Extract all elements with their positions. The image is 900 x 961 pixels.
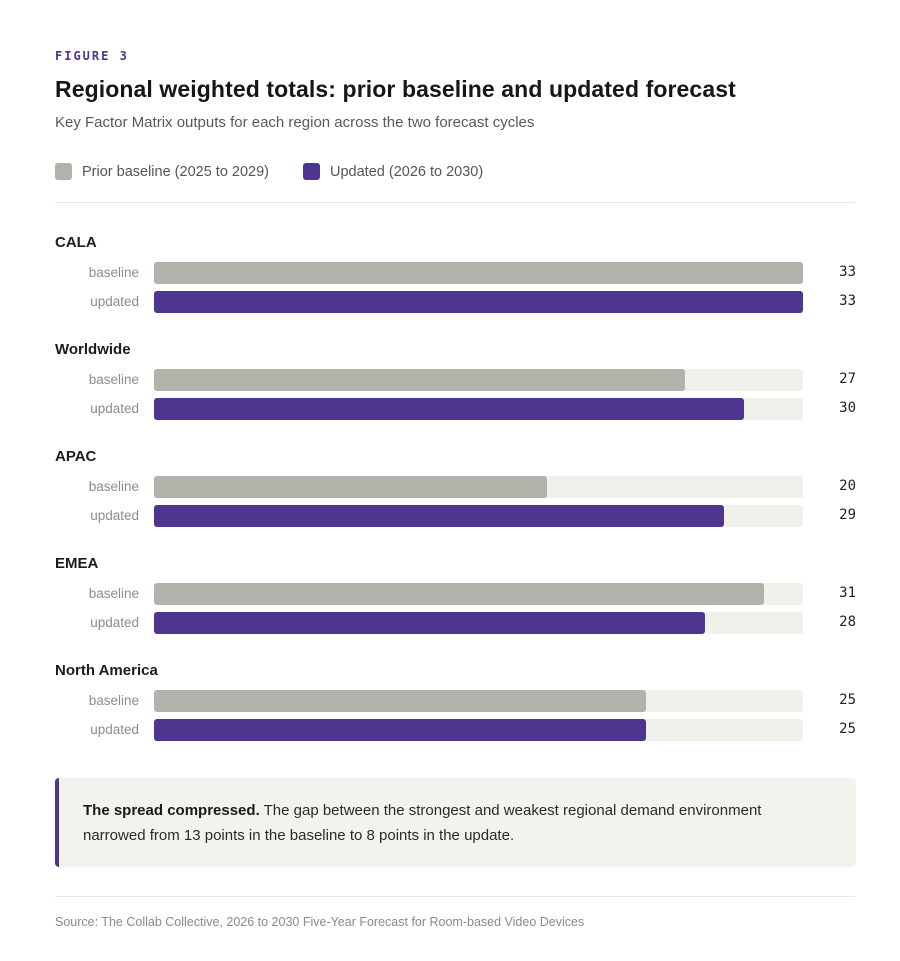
bar-worldwide-baseline: [154, 369, 685, 391]
bar-track: [154, 505, 803, 527]
region-label-worldwide: Worldwide: [55, 341, 131, 358]
bar-cala-updated: [154, 291, 803, 313]
value-label-north-america-baseline: 25: [839, 692, 856, 708]
value-label-worldwide-updated: 30: [839, 400, 856, 416]
value-label-emea-updated: 28: [839, 614, 856, 630]
value-label-north-america-updated: 25: [839, 721, 856, 737]
bar-track: [154, 398, 803, 420]
bar-emea-baseline: [154, 583, 764, 605]
bar-track: [154, 262, 803, 284]
row-label-baseline: baseline: [88, 372, 139, 387]
row-label-updated: updated: [90, 294, 139, 309]
callout: The spread compressed. The gap between t…: [55, 778, 856, 867]
bar-track: [154, 476, 803, 498]
row-label-updated: updated: [90, 508, 139, 523]
bar-apac-updated: [154, 505, 724, 527]
row-label-baseline: baseline: [88, 586, 139, 601]
row-label-baseline: baseline: [88, 693, 139, 708]
bar-north-america-updated: [154, 719, 646, 741]
chart-subtitle: Key Factor Matrix outputs for each regio…: [55, 114, 535, 131]
region-label-apac: APAC: [55, 448, 97, 465]
legend-label-updated: Updated (2026 to 2030): [330, 163, 484, 180]
legend: Prior baseline (2025 to 2029) Updated (2…: [55, 163, 517, 180]
figure-label: FIGURE 3: [55, 49, 129, 63]
legend-label-baseline: Prior baseline (2025 to 2029): [82, 163, 270, 180]
legend-swatch-baseline: [55, 163, 72, 180]
source-note: Source: The Collab Collective, 2026 to 2…: [55, 915, 585, 929]
row-label-updated: updated: [90, 722, 139, 737]
value-label-worldwide-baseline: 27: [839, 371, 856, 387]
divider: [55, 896, 855, 897]
value-label-emea-baseline: 31: [839, 585, 856, 601]
bar-track: [154, 369, 803, 391]
bar-cala-baseline: [154, 262, 803, 284]
bar-worldwide-updated: [154, 398, 744, 420]
row-label-baseline: baseline: [88, 265, 139, 280]
callout-body: The gap between the strongest and weakes…: [83, 802, 762, 844]
region-label-cala: CALA: [55, 234, 97, 251]
legend-item-updated: Updated (2026 to 2030): [303, 163, 483, 180]
value-label-apac-updated: 29: [839, 507, 856, 523]
value-label-cala-baseline: 33: [839, 264, 856, 280]
row-label-baseline: baseline: [88, 479, 139, 494]
bar-apac-baseline: [154, 476, 547, 498]
region-label-emea: EMEA: [55, 555, 99, 572]
bar-track: [154, 291, 803, 313]
chart-title: Regional weighted totals: prior baseline…: [55, 76, 736, 102]
bar-emea-updated: [154, 612, 705, 634]
bar-track: [154, 719, 803, 741]
legend-item-baseline: Prior baseline (2025 to 2029): [55, 163, 269, 180]
row-label-updated: updated: [90, 615, 139, 630]
bar-track: [154, 690, 803, 712]
value-label-cala-updated: 33: [839, 293, 856, 309]
divider: [55, 202, 855, 203]
bar-track: [154, 583, 803, 605]
legend-swatch-updated: [303, 163, 321, 180]
bar-north-america-baseline: [154, 690, 646, 712]
region-label-north-america: North America: [55, 662, 158, 679]
value-label-apac-baseline: 20: [839, 478, 856, 494]
bar-track: [154, 612, 803, 634]
callout-text: The spread compressed. The gap between t…: [83, 798, 823, 848]
callout-lead: The spread compressed.: [83, 802, 260, 819]
row-label-updated: updated: [90, 401, 139, 416]
